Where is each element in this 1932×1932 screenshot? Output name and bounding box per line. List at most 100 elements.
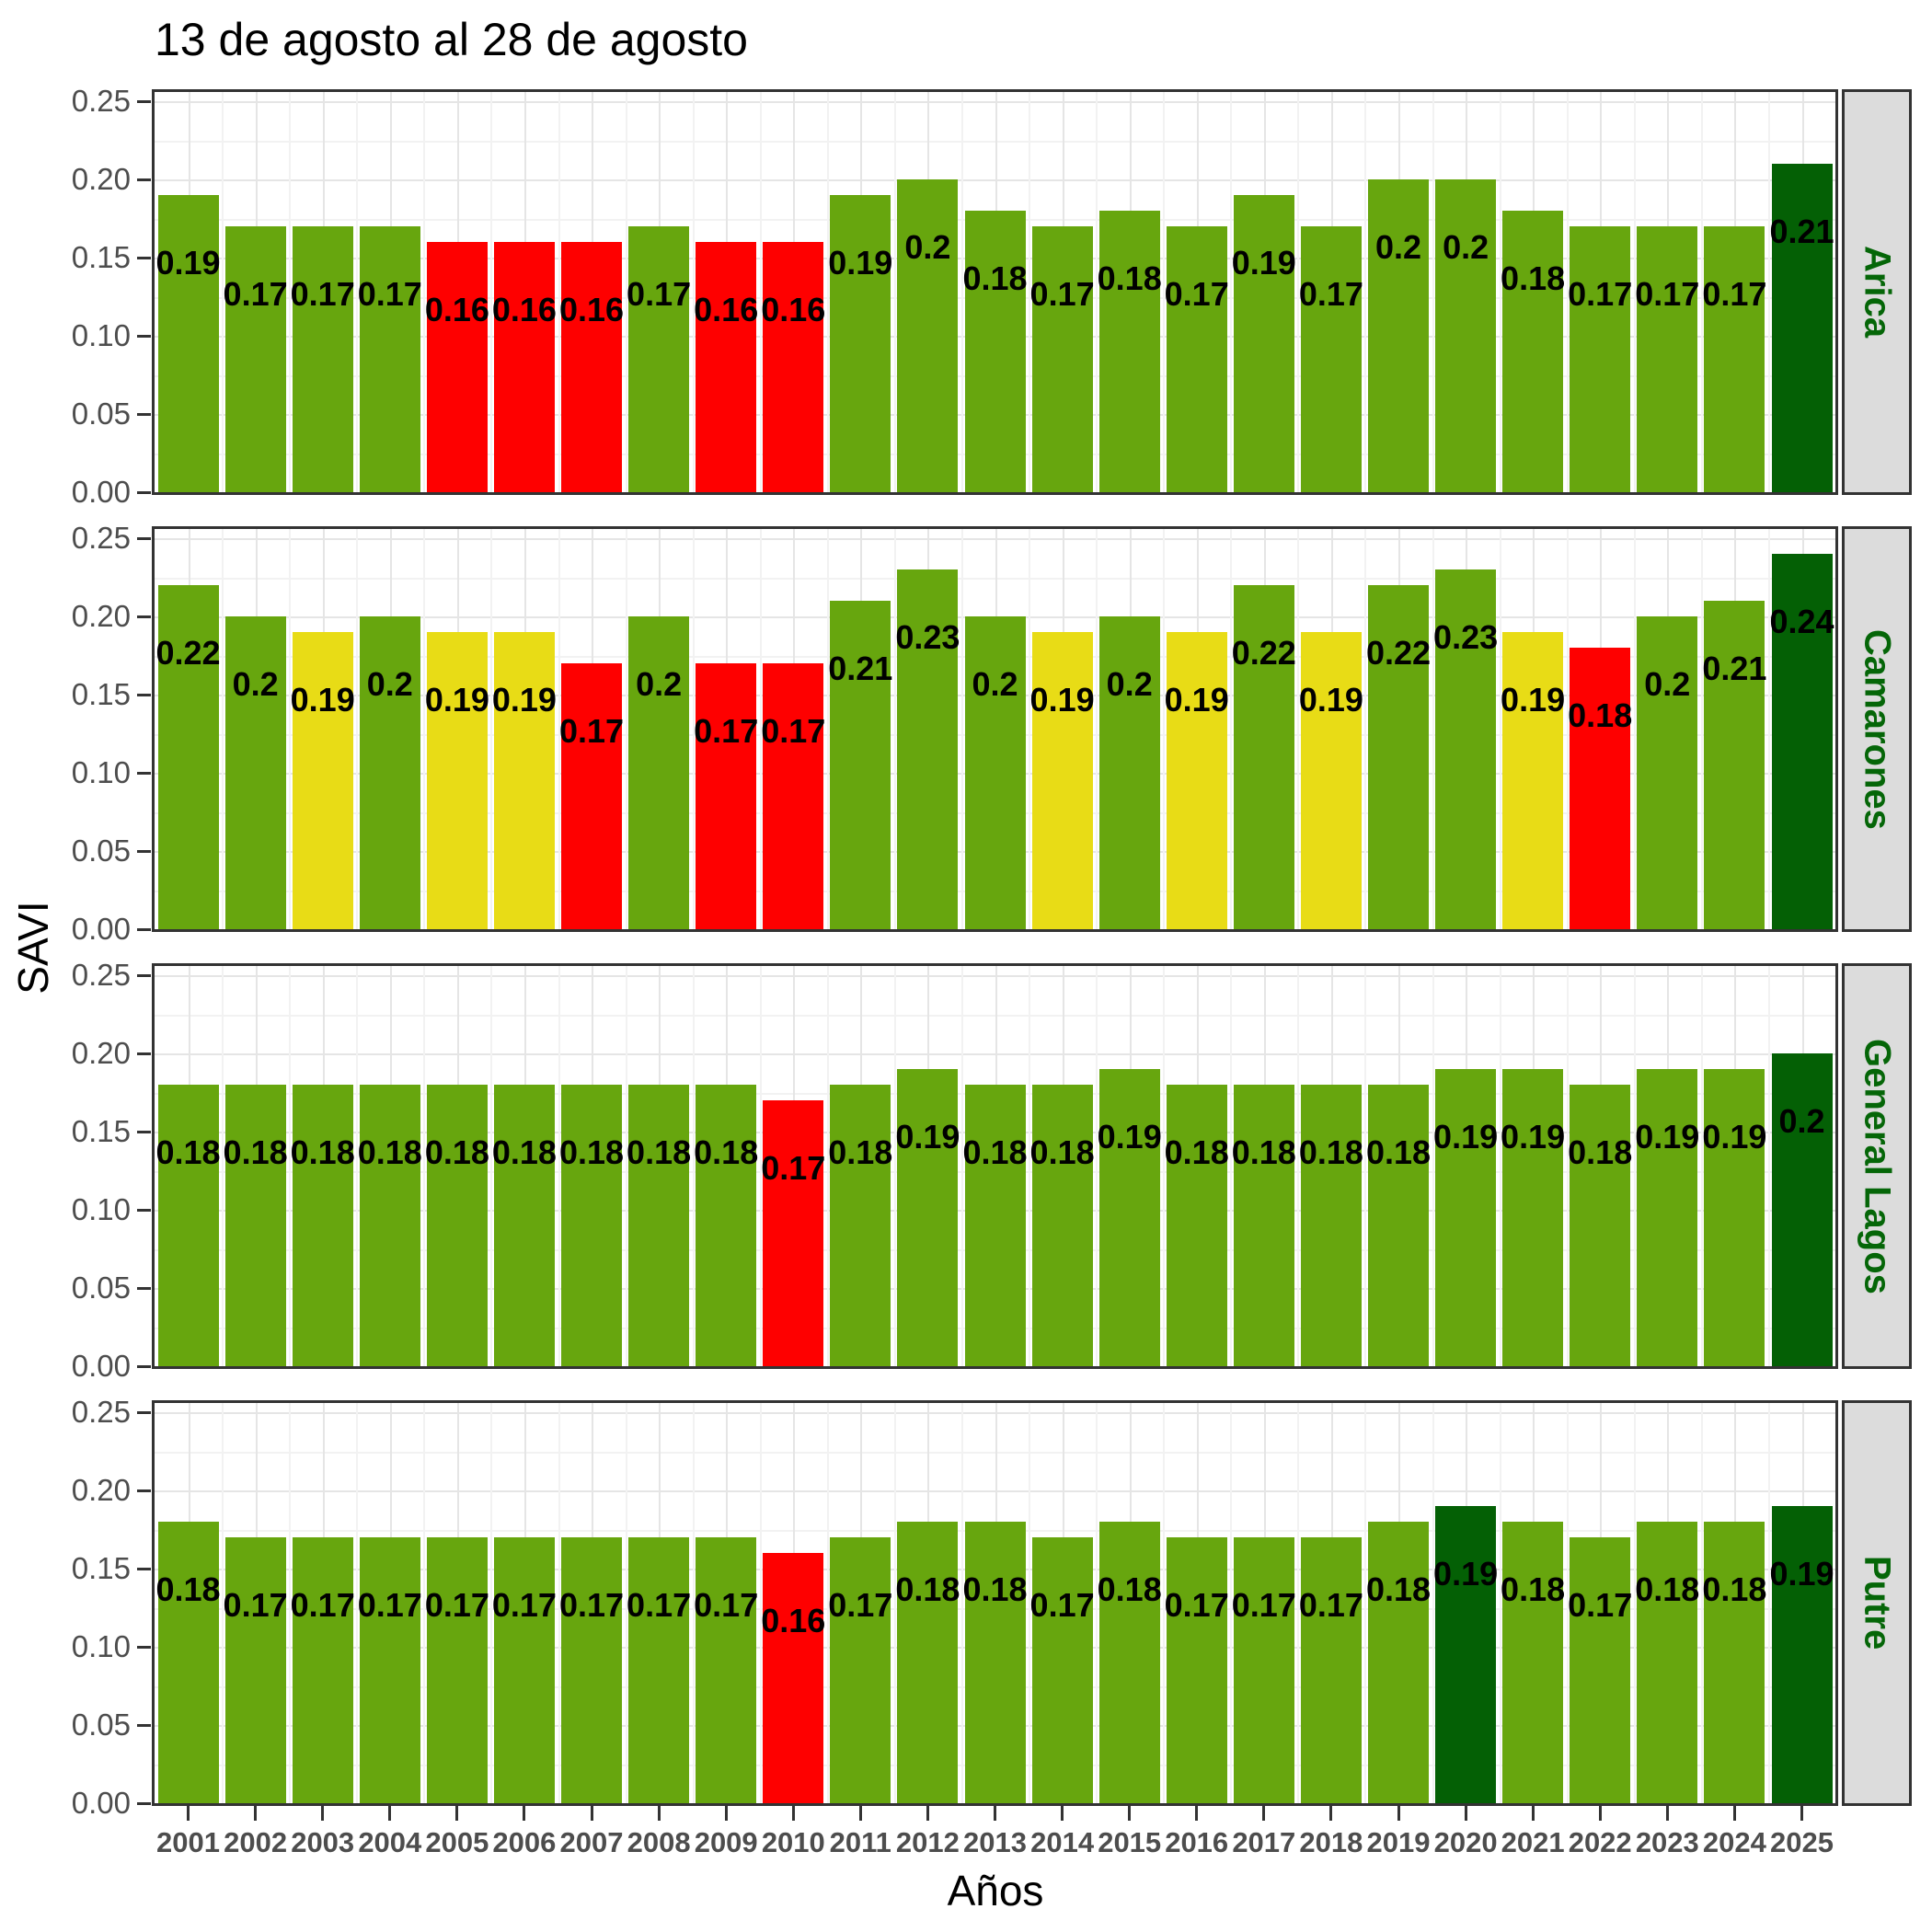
x-tick-mark [858, 1806, 862, 1821]
gridline-minor-v [1767, 92, 1770, 492]
y-tick-mark [137, 849, 151, 853]
bar-general-lagos-2006 [493, 1085, 555, 1366]
gridline-minor-v [1364, 966, 1367, 1366]
gridline-minor-v [1230, 92, 1233, 492]
bar-putre-2018 [1300, 1537, 1362, 1803]
y-tick-mark [137, 412, 151, 416]
bar-value-label: 0.17 [761, 712, 826, 750]
bar-value-label: 0.17 [290, 1586, 355, 1624]
bar-value-label: 0.16 [761, 291, 826, 328]
bar-value-label: 0.23 [1433, 618, 1499, 656]
y-tick-label: 0.10 [71, 318, 131, 352]
bar-putre-2010 [763, 1553, 824, 1803]
bar-camarones-2022 [1570, 648, 1631, 929]
bar-value-label: 0.18 [962, 1133, 1028, 1171]
y-tick-mark [137, 1567, 151, 1570]
gridline-minor-v [356, 966, 359, 1366]
bar-general-lagos-2004 [359, 1085, 420, 1366]
bar-value-label: 0.18 [1029, 1133, 1095, 1171]
gridline-minor-v [356, 1403, 359, 1803]
bar-value-label: 0.18 [424, 1133, 489, 1171]
x-tick-label-2011: 2011 [829, 1826, 891, 1858]
bar-value-label: 0.17 [1568, 275, 1633, 313]
bar-value-label: 0.18 [694, 1133, 759, 1171]
x-tick-mark [791, 1806, 795, 1821]
gridline-minor-v [1297, 1403, 1300, 1803]
bar-value-label: 0.17 [627, 1586, 692, 1624]
gridline-minor-v [961, 966, 963, 1366]
gridline-minor-v [558, 529, 560, 929]
y-tick-label: 0.05 [71, 1708, 131, 1742]
bar-putre-2014 [1031, 1537, 1093, 1803]
bar-value-label: 0.17 [828, 1586, 893, 1624]
gridline-minor-v [1767, 529, 1770, 929]
bar-putre-2012 [897, 1522, 959, 1803]
gridline-minor-v [1633, 966, 1636, 1366]
y-tick-mark [137, 615, 151, 618]
y-tick-mark [137, 1052, 151, 1055]
bar-arica-2016 [1166, 226, 1227, 492]
y-tick-label: 0.20 [71, 1473, 131, 1507]
bar-putre-2008 [628, 1537, 690, 1803]
gridline-minor-v [490, 1403, 493, 1803]
gridline-minor-v [1566, 92, 1569, 492]
gridline-minor-v [1297, 966, 1300, 1366]
bar-value-label: 0.17 [290, 275, 355, 313]
x-tick-label-2004: 2004 [358, 1826, 422, 1858]
gridline-minor-v [1364, 92, 1367, 492]
bar-camarones-2010 [763, 663, 824, 929]
x-tick-label-2014: 2014 [1030, 1826, 1095, 1858]
x-tick-label-2003: 2003 [291, 1826, 355, 1858]
y-tick-mark [137, 1286, 151, 1290]
bar-value-label: 0.16 [558, 291, 625, 328]
gridline-minor-v [289, 92, 292, 492]
y-tick-mark [137, 334, 151, 338]
y-tick-mark [137, 99, 151, 103]
gridline-minor-v [961, 92, 963, 492]
y-tick-label: 0.10 [71, 755, 131, 789]
bar-putre-2005 [426, 1537, 488, 1803]
bar-general-lagos-2016 [1166, 1085, 1227, 1366]
bar-value-label: 0.19 [895, 1118, 960, 1156]
bar-value-label: 0.17 [1029, 275, 1095, 313]
y-tick-mark [137, 256, 151, 259]
bar-value-label: 0.18 [1635, 1570, 1700, 1608]
gridline-minor-v [1767, 1403, 1770, 1803]
bar-camarones-2019 [1368, 585, 1429, 929]
bar-camarones-2016 [1166, 632, 1227, 929]
bar-arica-2003 [292, 226, 353, 492]
x-tick-label-2022: 2022 [1568, 1826, 1632, 1858]
bar-value-label: 0.17 [627, 275, 692, 313]
y-tick-mark [137, 927, 151, 931]
y-tick-mark [137, 1801, 151, 1805]
bar-value-label: 0.2 [366, 665, 413, 703]
bar-camarones-2023 [1637, 616, 1698, 929]
y-tick-label: 0.20 [71, 1036, 131, 1070]
gridline-minor-v [490, 966, 493, 1366]
bar-value-label: 0.19 [290, 681, 355, 719]
bar-value-label: 0.2 [972, 665, 1018, 703]
bar-arica-2013 [964, 211, 1026, 492]
x-tick-mark [1800, 1806, 1803, 1821]
y-tick-mark [137, 1130, 151, 1133]
facet-strip: Putre [1842, 1400, 1912, 1806]
bar-general-lagos-2008 [628, 1085, 690, 1366]
bar-value-label: 0.16 [694, 291, 759, 328]
bar-camarones-2003 [292, 632, 353, 929]
bar-value-label: 0.19 [1501, 1118, 1566, 1156]
bar-value-label: 0.18 [1365, 1133, 1432, 1171]
gridline-minor-v [1096, 966, 1098, 1366]
gridline-minor-v [893, 529, 896, 929]
gridline-minor-v [423, 529, 426, 929]
y-tick-mark [137, 1410, 151, 1414]
bar-putre-2017 [1233, 1537, 1294, 1803]
bar-camarones-2002 [224, 616, 286, 929]
gridline-minor-v [1499, 529, 1501, 929]
x-tick-label-2009: 2009 [694, 1826, 758, 1858]
bar-general-lagos-2012 [897, 1069, 959, 1366]
y-tick-label: 0.00 [71, 1786, 131, 1820]
gridline-minor-v [1297, 92, 1300, 492]
bar-arica-2015 [1098, 211, 1160, 492]
bar-camarones-2005 [426, 632, 488, 929]
y-tick-mark [137, 490, 151, 494]
